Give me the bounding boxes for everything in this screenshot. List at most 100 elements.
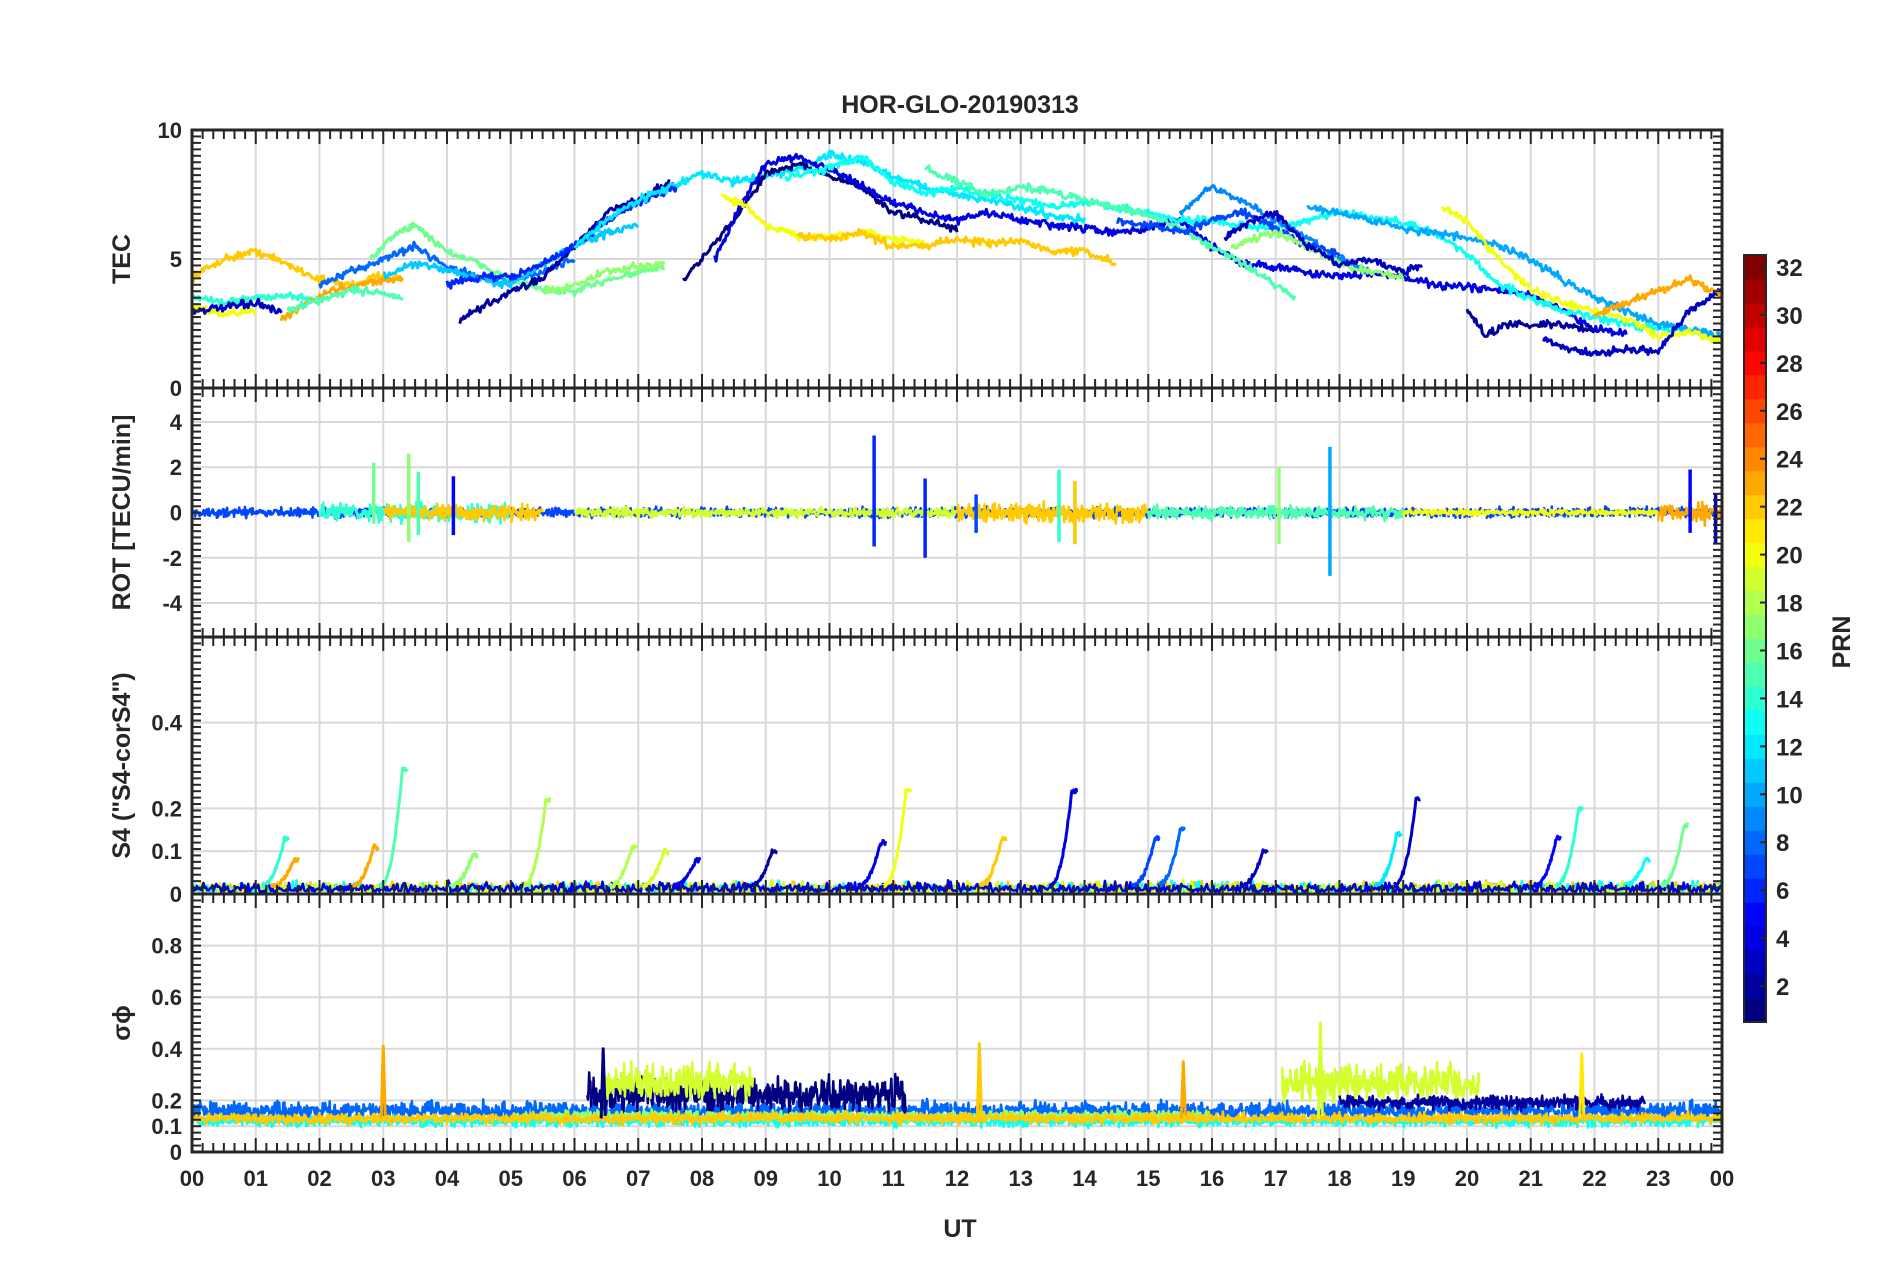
s4-event-prn-18 — [608, 844, 639, 890]
y-tick-label: 0 — [170, 376, 182, 401]
tec-series-prn-3 — [192, 297, 283, 315]
s4-event-prn-12 — [1373, 830, 1403, 888]
colorbar-swatch-prn-17 — [1744, 614, 1766, 639]
colorbar-tick-label: 26 — [1776, 399, 1803, 426]
colorbar-swatch-prn-21 — [1744, 518, 1766, 544]
colorbar-swatch-prn-2 — [1744, 974, 1766, 999]
colorbar-swatch-prn-8 — [1744, 830, 1766, 855]
colorbar-tick-label: 12 — [1776, 734, 1803, 761]
colorbar-tick-label: 20 — [1776, 543, 1803, 570]
y-axis-label: TEC — [108, 234, 136, 284]
y-tick-label: 0 — [170, 882, 182, 907]
colorbar-tick-label: 30 — [1776, 303, 1803, 330]
x-axis-label: UT — [943, 1215, 976, 1243]
y-tick-labels: -4 -2 0 2 4 — [162, 410, 182, 616]
y-tick-label: 5 — [170, 247, 182, 272]
s4-event-prn-18 — [522, 797, 552, 888]
chart-title: HOR-GLO-20190313 — [841, 91, 1079, 119]
s4-event-prn-20 — [882, 787, 913, 889]
tec-series-prn-16 — [369, 221, 666, 298]
x-tick-label: 03 — [371, 1166, 395, 1191]
s4-event-prn-15 — [379, 766, 409, 889]
s4-event-prn-13 — [1622, 856, 1652, 888]
x-tick-label: 18 — [1327, 1166, 1351, 1191]
tec-series-prn-15 — [286, 285, 404, 314]
x-tick-label: 07 — [626, 1166, 650, 1191]
y-tick-label: 2 — [170, 455, 182, 480]
y-tick-label: 0.2 — [151, 1088, 182, 1113]
plot-area — [192, 1021, 1722, 1130]
colorbar-frame — [1743, 254, 1767, 1023]
colorbar-swatch-prn-26 — [1744, 398, 1766, 424]
x-tick-label: 08 — [690, 1166, 714, 1191]
colorbar-swatch-prn-20 — [1744, 542, 1766, 568]
tec-series-prn-3 — [1223, 210, 1423, 277]
tec-series-prn-6 — [445, 182, 678, 290]
colorbar-swatch-prn-11 — [1744, 758, 1766, 783]
colorbar-swatch-prn-9 — [1744, 806, 1766, 831]
colorbar-swatch-prn-29 — [1744, 326, 1766, 352]
colorbar-label: PRN — [1828, 616, 1856, 669]
colorbar-swatch-prn-5 — [1744, 902, 1766, 927]
s4-event-prn-5 — [1532, 834, 1562, 890]
colorbar-swatch-prn-31 — [1744, 278, 1766, 304]
sigma-band-prn-19 — [1280, 1059, 1481, 1105]
colorbar-tick-label: 16 — [1776, 638, 1803, 665]
y-tick-label: 0 — [170, 501, 182, 526]
colorbar-swatch-prn-19 — [1744, 566, 1766, 592]
x-tick-label: 12 — [945, 1166, 969, 1191]
colorbar-tick-label: 4 — [1776, 926, 1790, 953]
colorbar-swatch-prn-1 — [1744, 998, 1766, 1023]
x-tick-label: 23 — [1646, 1166, 1670, 1191]
y-axis-label: σϕ — [108, 1005, 136, 1041]
x-tick-label: 09 — [754, 1166, 778, 1191]
y-tick-label: 0.1 — [151, 1114, 182, 1139]
tec-series-prn-23 — [1593, 274, 1722, 318]
tec-series-prn-13 — [783, 154, 1722, 340]
colorbar-tick-label: 10 — [1776, 782, 1803, 809]
tec-series-prn-11 — [383, 222, 639, 290]
s4-event-prn-4 — [671, 857, 702, 889]
sigma-spike-prn-23 — [1179, 1060, 1187, 1119]
colorbar-swatch-prn-27 — [1744, 374, 1766, 400]
x-tick-label: 01 — [244, 1166, 268, 1191]
x-tick-label: 02 — [307, 1166, 331, 1191]
colorbar-swatch-prn-6 — [1744, 878, 1766, 903]
s4-event-prn-3 — [1392, 796, 1422, 889]
plot-area — [192, 149, 1722, 357]
y-tick-label: -2 — [162, 546, 182, 571]
y-tick-label: 0.2 — [151, 796, 182, 821]
colorbar-swatch-prn-24 — [1744, 446, 1766, 472]
x-tick-label: 00 — [1710, 1166, 1734, 1191]
s4-event-prn-16 — [1659, 822, 1690, 888]
sigma-band-prn-22 — [192, 1109, 1722, 1128]
colorbar-swatch-prn-14 — [1744, 686, 1766, 711]
tec-series-prn-14 — [192, 291, 321, 308]
colorbar-swatch-prn-18 — [1744, 590, 1766, 616]
x-tick-label: 22 — [1582, 1166, 1606, 1191]
y-axis-label: S4 ("S4-corS4") — [108, 672, 136, 858]
x-tick-label: 00 — [180, 1166, 204, 1191]
tec-series-prn-20 — [1440, 205, 1722, 346]
tick-marks — [191, 893, 1723, 1153]
s4-event-prn-14 — [1555, 806, 1585, 889]
tec-series-prn-15 — [924, 164, 1297, 301]
sigma-spike-prn-22 — [975, 1042, 983, 1119]
rot-band-prn-20 — [1402, 507, 1659, 518]
colorbar-swatch-prn-3 — [1744, 950, 1766, 975]
x-tick-label: 04 — [435, 1166, 460, 1191]
sigma-band-prn-2 — [1338, 1093, 1647, 1113]
x-tick-label: 10 — [817, 1166, 841, 1191]
tec-series-prn-22 — [796, 228, 1117, 267]
tec-series-prn-22 — [192, 247, 404, 290]
y-tick-label: 4 — [170, 410, 183, 435]
colorbar-tick-label: 2 — [1776, 974, 1789, 1001]
s4-event-prn-8 — [1156, 826, 1187, 888]
colorbar-swatch-prn-10 — [1744, 782, 1766, 807]
y-tick-labels: 0 0.1 0.2 0.4 — [151, 711, 182, 907]
colorbar-swatch-prn-25 — [1744, 422, 1766, 448]
rot-band-prn-15 — [1147, 503, 1404, 523]
sigma-spike-prn-19 — [1316, 1021, 1324, 1119]
colorbar-tick-label: 14 — [1776, 686, 1803, 713]
